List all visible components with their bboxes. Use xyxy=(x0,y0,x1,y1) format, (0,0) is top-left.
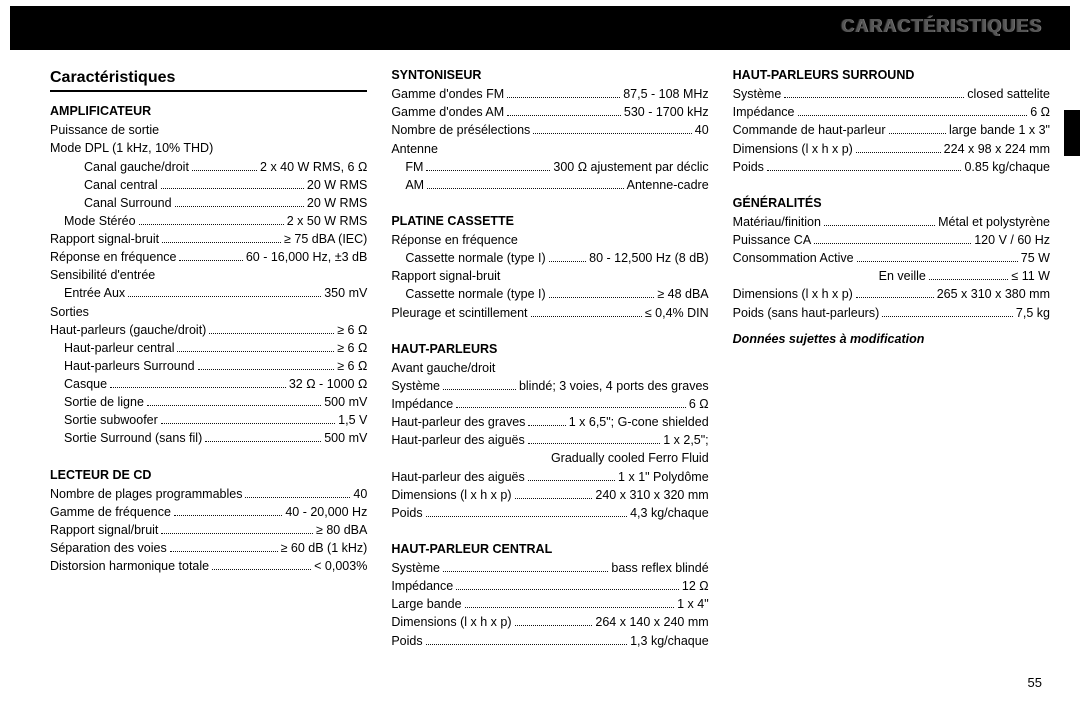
spec-row: Réponse en fréquence60 - 16,000 Hz, ±3 d… xyxy=(50,248,367,266)
surround-heading: HAUT-PARLEURS SURROUND xyxy=(733,66,1050,84)
spec-label: Sorties xyxy=(50,303,367,321)
spec-row: Sortie de ligne500 mV xyxy=(50,393,367,411)
spec-label: Puissance de sortie xyxy=(50,121,367,139)
spec-row: Mode Stéréo2 x 50 W RMS xyxy=(50,212,367,230)
spec-row: Impédance12 Ω xyxy=(391,577,708,595)
cassette-heading: PLATINE CASSETTE xyxy=(391,212,708,230)
spec-row: Gamme de fréquence40 - 20,000 Hz xyxy=(50,503,367,521)
spec-row: Impédance6 Ω xyxy=(733,103,1050,121)
spec-row: Poids0.85 kg/chaque xyxy=(733,158,1050,176)
spec-label: Sensibilité d'entrée xyxy=(50,266,367,284)
spec-row: Nombre de présélections40 xyxy=(391,121,708,139)
center-heading: HAUT-PARLEUR CENTRAL xyxy=(391,540,708,558)
spec-row: Large bande1 x 4" xyxy=(391,595,708,613)
col-2: SYNTONISEUR Gamme d'ondes FM87,5 - 108 M… xyxy=(391,66,708,694)
col-1: Caractéristiques AMPLIFICATEUR Puissance… xyxy=(50,66,367,694)
spec-row: Dimensions (l x h x p)224 x 98 x 224 mm xyxy=(733,140,1050,158)
disclaimer: Données sujettes à modification xyxy=(733,330,1050,348)
spec-row: Distorsion harmonique totale< 0,003% xyxy=(50,557,367,575)
spec-row: Poids1,3 kg/chaque xyxy=(391,632,708,650)
spec-row: Rapport signal-bruit≥ 75 dBA (IEC) xyxy=(50,230,367,248)
spec-row: AMAntenne-cadre xyxy=(391,176,708,194)
tuner-heading: SYNTONISEUR xyxy=(391,66,708,84)
spec-row: Haut-parleur des graves1 x 6,5"; G-cone … xyxy=(391,413,708,431)
spec-label: Avant gauche/droit xyxy=(391,359,708,377)
spec-row: Poids4,3 kg/chaque xyxy=(391,504,708,522)
main-title: Caractéristiques xyxy=(50,66,367,92)
header-banner-text: CARACTÉRISTIQUES xyxy=(841,16,1042,37)
spec-row: Casque32 Ω - 1000 Ω xyxy=(50,375,367,393)
spec-row: Systèmeclosed sattelite xyxy=(733,85,1050,103)
spec-row: Gradually cooled Ferro Fluid xyxy=(391,449,708,467)
spec-row: Haut-parleur des aiguës1 x 2,5"; xyxy=(391,431,708,449)
spec-row: Canal central20 W RMS xyxy=(50,176,367,194)
spec-row: Cassette normale (type I)≥ 48 dBA xyxy=(391,285,708,303)
amp-heading: AMPLIFICATEUR xyxy=(50,102,367,120)
spec-row: Pleurage et scintillement≤ 0,4% DIN xyxy=(391,304,708,322)
spec-row: En veille≤ 11 W xyxy=(733,267,1050,285)
spec-row: Nombre de plages programmables40 xyxy=(50,485,367,503)
spec-row: Puissance CA120 V / 60 Hz xyxy=(733,231,1050,249)
spec-row: Haut-parleurs Surround≥ 6 Ω xyxy=(50,357,367,375)
spec-label: Antenne xyxy=(391,140,708,158)
spec-row: Sortie subwoofer1,5 V xyxy=(50,411,367,429)
spec-row: Dimensions (l x h x p)264 x 140 x 240 mm xyxy=(391,613,708,631)
spec-row: FM300 Ω ajustement par déclic xyxy=(391,158,708,176)
spec-row: Dimensions (l x h x p)265 x 310 x 380 mm xyxy=(733,285,1050,303)
spec-row: Consommation Active75 W xyxy=(733,249,1050,267)
page-number: 55 xyxy=(1028,675,1042,690)
page-tab-marker xyxy=(1064,110,1080,156)
spec-row: Cassette normale (type I)80 - 12,500 Hz … xyxy=(391,249,708,267)
spec-row: Haut-parleurs (gauche/droit)≥ 6 Ω xyxy=(50,321,367,339)
speakers-heading: HAUT-PARLEURS xyxy=(391,340,708,358)
spec-row: Dimensions (l x h x p)240 x 310 x 320 mm xyxy=(391,486,708,504)
spec-row: Séparation des voies≥ 60 dB (1 kHz) xyxy=(50,539,367,557)
spec-row: Impédance6 Ω xyxy=(391,395,708,413)
col-3: HAUT-PARLEURS SURROUND Systèmeclosed sat… xyxy=(733,66,1050,694)
spec-row: Canal Surround20 W RMS xyxy=(50,194,367,212)
spec-label: Mode DPL (1 kHz, 10% THD) xyxy=(50,139,367,157)
spec-row: Commande de haut-parleurlarge bande 1 x … xyxy=(733,121,1050,139)
spec-row: Poids (sans haut-parleurs)7,5 kg xyxy=(733,304,1050,322)
spec-row: Matériau/finitionMétal et polystyrène xyxy=(733,213,1050,231)
spec-row: Systèmeblindé; 3 voies, 4 ports des grav… xyxy=(391,377,708,395)
spec-label: Réponse en fréquence xyxy=(391,231,708,249)
spec-row: Entrée Aux350 mV xyxy=(50,284,367,302)
cd-heading: LECTEUR DE CD xyxy=(50,466,367,484)
spec-row: Rapport signal/bruit≥ 80 dBA xyxy=(50,521,367,539)
spec-row: Haut-parleur des aiguës1 x 1" Polydôme xyxy=(391,468,708,486)
spec-row: Haut-parleur central≥ 6 Ω xyxy=(50,339,367,357)
spec-row: Systèmebass reflex blindé xyxy=(391,559,708,577)
spec-label: Rapport signal-bruit xyxy=(391,267,708,285)
general-heading: GÉNÉRALITÉS xyxy=(733,194,1050,212)
spec-row: Gamme d'ondes FM87,5 - 108 MHz xyxy=(391,85,708,103)
spec-row: Sortie Surround (sans fil)500 mV xyxy=(50,429,367,447)
spec-row: Gamme d'ondes AM530 - 1700 kHz xyxy=(391,103,708,121)
spec-row: Canal gauche/droit2 x 40 W RMS, 6 Ω xyxy=(50,158,367,176)
